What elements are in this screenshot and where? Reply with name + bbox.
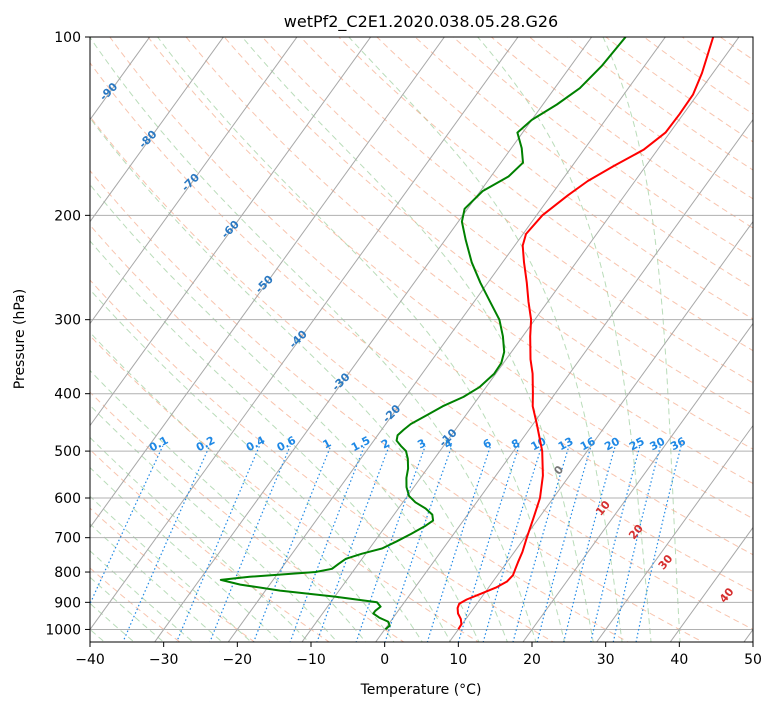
y-axis: 1000 900 800 700 600 500 400 300 200 100 — [45, 30, 90, 638]
y-axis-label: Pressure (hPa) — [12, 289, 28, 389]
x-tick-label: 0 — [380, 652, 389, 668]
x-tick-label: −20 — [223, 652, 253, 668]
isotherm-line — [522, 322, 753, 642]
x-tick-label: 10 — [449, 652, 467, 668]
x-tick-label: −10 — [296, 652, 326, 668]
x-axis: −40 −30 −20 −10 0 10 20 30 40 50 — [75, 642, 762, 668]
mixing-ratio-line — [563, 445, 616, 642]
skewed-isotherms — [0, 24, 753, 654]
mixing-ratio-line — [536, 445, 592, 642]
plot-area: 0.1 0.2 0.4 0.6 1 1.5 2 3 4 6 8 10 13 16 20 25 30 36 -100… — [0, 24, 753, 654]
isotherm-line — [669, 526, 753, 642]
mixing-ratio-line — [209, 445, 291, 642]
dry-adiabat-line — [338, 37, 753, 352]
moist-adiabat-line — [477, 37, 652, 642]
dry-adiabat-line — [90, 334, 480, 642]
dry-adiabat-line — [90, 62, 753, 593]
x-tick-label: −40 — [75, 652, 105, 668]
temperature-profile-line — [456, 37, 715, 630]
y-tick-label: 900 — [54, 595, 81, 611]
dry-adiabat-line — [90, 279, 555, 642]
mixing-ratio-line — [289, 445, 365, 642]
isotherm-line — [90, 37, 519, 631]
isotherm-line — [227, 37, 666, 642]
isobar-grid — [90, 37, 753, 630]
moist-adiabat-line — [90, 117, 508, 642]
mixing-ratio-label: 25 — [627, 435, 647, 454]
y-tick-label: 100 — [54, 30, 81, 46]
moist-adiabat-line — [90, 404, 338, 642]
x-tick-label: −30 — [149, 652, 179, 668]
isotherm-line — [90, 37, 224, 223]
plot-frame — [89, 36, 754, 643]
moist-adiabat-line — [90, 436, 310, 642]
moist-adiabat-line — [90, 369, 367, 642]
isotherm-line — [375, 118, 753, 642]
mixing-ratio-line — [384, 445, 453, 642]
isotherm-line — [90, 37, 298, 325]
dry-adiabat-label: -100 — [45, 44, 74, 73]
mixing-ratio-label: 36 — [668, 434, 688, 453]
x-tick-label: 50 — [744, 652, 762, 668]
mixing-ratio-line — [176, 445, 261, 642]
dry-adiabat-line — [109, 37, 753, 556]
moist-adiabat-line — [241, 37, 594, 642]
dry-adiabat-line — [90, 507, 256, 642]
mixing-ratio-label: 30 — [648, 435, 668, 454]
x-tick-label: 40 — [670, 652, 688, 668]
y-tick-label: 800 — [54, 565, 81, 581]
mixing-ratio-label: 16 — [578, 435, 598, 454]
x-tick-label: 30 — [597, 652, 615, 668]
dry-adiabat-line — [185, 37, 753, 485]
moist-adiabat-line — [90, 495, 252, 642]
dry-adiabat-line — [261, 37, 753, 417]
x-tick-label: 20 — [523, 652, 541, 668]
y-tick-label: 500 — [54, 444, 81, 460]
isotherm-line — [90, 37, 445, 529]
mixing-ratio-lines — [90, 445, 682, 642]
dry-adiabat-line — [299, 37, 753, 384]
moist-adiabat-line — [90, 183, 480, 642]
moist-adiabat-line — [602, 37, 681, 642]
x-axis-label: Temperature (°C) — [360, 682, 482, 698]
mixing-ratio-label: 20 — [602, 435, 622, 454]
y-tick-label: 300 — [54, 313, 81, 329]
chart-title: wetPf2_C2E1.2020.038.05.28.G26 — [284, 12, 558, 32]
mixing-ratio-line — [590, 445, 641, 642]
dry-adiabat-line — [414, 37, 753, 289]
moist-adiabats — [90, 37, 681, 642]
isotherm-line — [0, 24, 12, 654]
dry-adiabat-line — [147, 37, 753, 520]
mixing-ratio-line — [635, 445, 682, 642]
isotherm-line — [448, 220, 753, 642]
profile-series — [219, 37, 715, 631]
isotherm-line — [301, 37, 740, 642]
isotherm-line — [596, 424, 753, 642]
isotherm-line — [90, 37, 372, 427]
y-tick-label: 400 — [54, 387, 81, 403]
moist-adiabat-line — [90, 240, 452, 642]
y-tick-label: 1000 — [45, 622, 81, 638]
moist-adiabat-line — [90, 288, 423, 642]
moist-adiabat-line — [90, 331, 395, 642]
y-tick-label: 200 — [54, 208, 81, 224]
dry-adiabats — [90, 37, 753, 642]
y-tick-label: 700 — [54, 531, 81, 547]
dewpoint-profile-line — [219, 37, 627, 631]
mixing-ratio-line — [316, 445, 390, 642]
mixing-ratio-label: 10 — [529, 435, 549, 454]
moist-adiabat-line — [156, 37, 566, 642]
isotherm-line — [154, 37, 593, 642]
moist-adiabat-line — [90, 466, 281, 642]
mixing-ratio-label: 13 — [556, 435, 576, 454]
moist-adiabat-line — [90, 37, 537, 642]
moist-adiabat-line — [348, 37, 623, 642]
dry-adiabat-line — [90, 115, 753, 630]
dry-adiabat-line — [90, 448, 331, 642]
y-tick-label: 600 — [54, 491, 81, 507]
